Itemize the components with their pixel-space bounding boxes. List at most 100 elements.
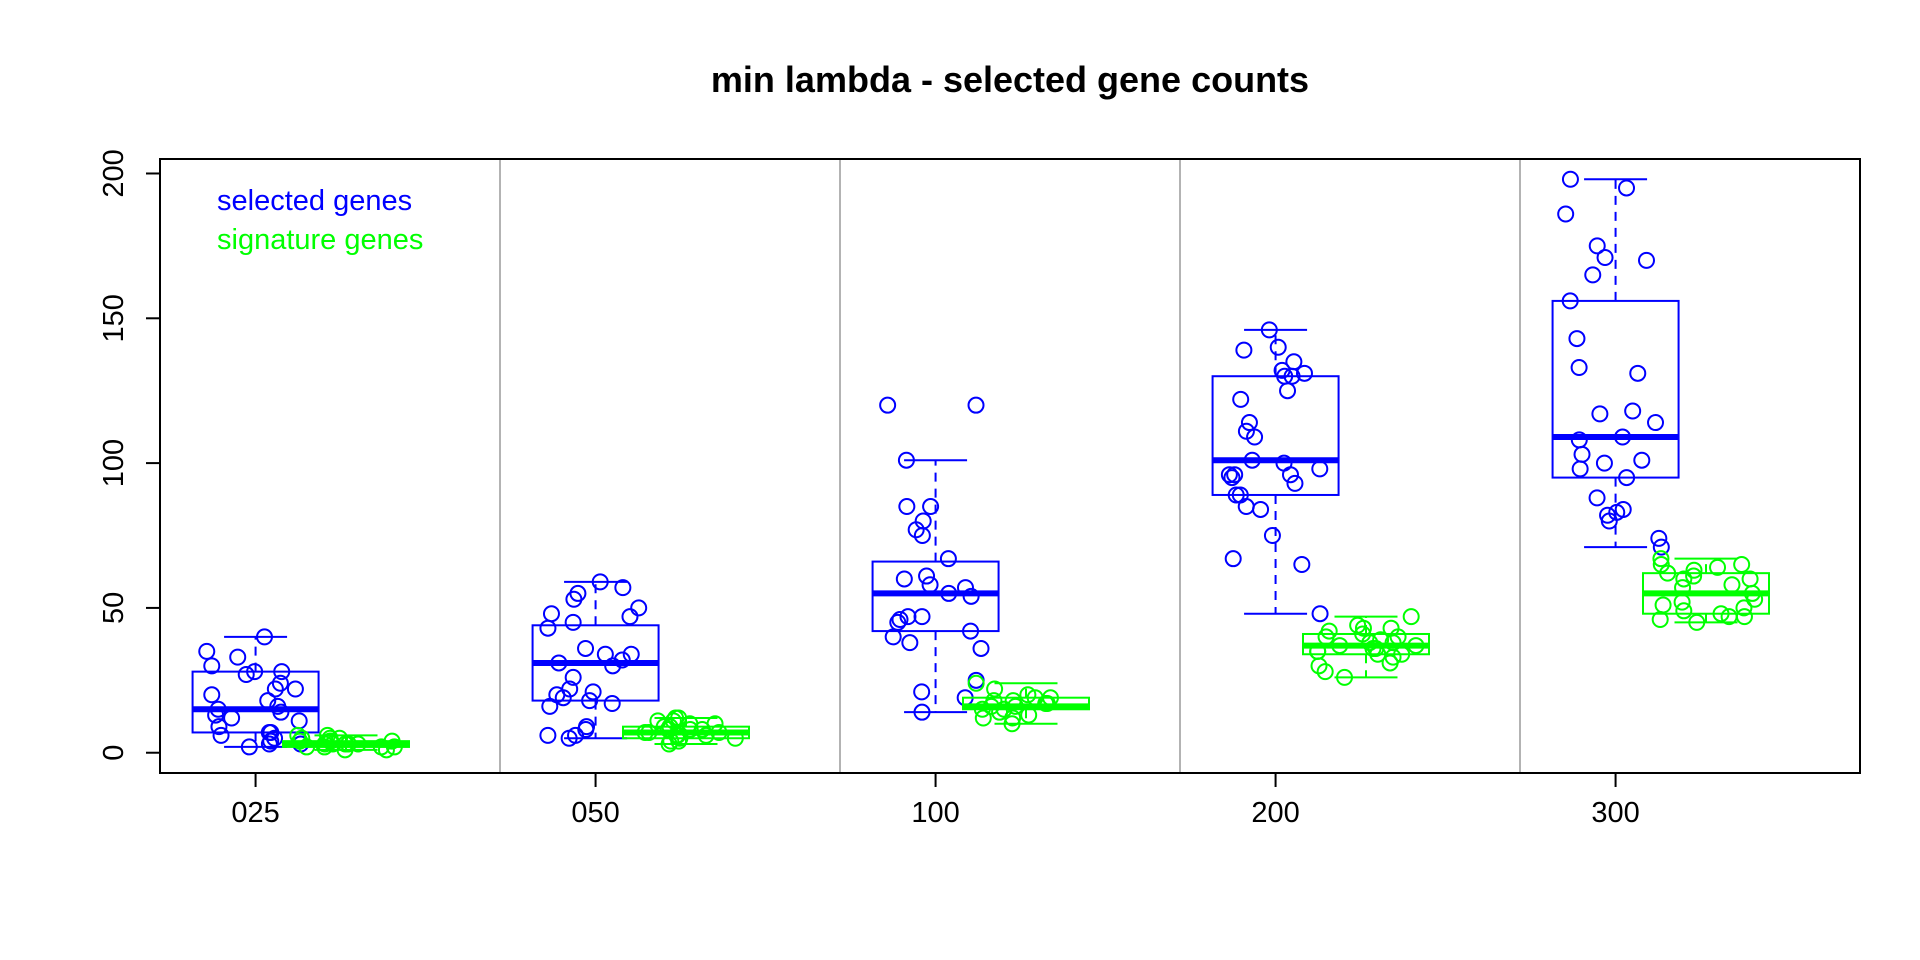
data-point (550, 654, 568, 672)
data-point (1231, 486, 1249, 504)
data-point (1588, 237, 1606, 255)
data-point (972, 639, 990, 657)
data-point (1570, 359, 1588, 377)
data-point (1741, 570, 1759, 588)
data-point (1393, 645, 1411, 663)
data-point (273, 663, 291, 681)
data-point (1226, 466, 1244, 484)
data-point (921, 576, 939, 594)
data-point (710, 723, 728, 741)
data-point (1227, 486, 1245, 504)
data-point (913, 683, 931, 701)
data-point (1349, 616, 1367, 634)
data-point (1614, 428, 1632, 446)
data-point (1224, 550, 1242, 568)
x-tick-label: 200 (1251, 797, 1299, 829)
data-point (271, 674, 289, 692)
data-point (667, 709, 685, 727)
data-point (1652, 538, 1670, 556)
data-point (1712, 605, 1730, 623)
data-point (578, 718, 596, 736)
data-point (259, 692, 277, 710)
data-point (1723, 576, 1741, 594)
data-point (1629, 364, 1647, 382)
data-point (223, 709, 241, 727)
data-point (266, 680, 284, 698)
data-point (1279, 382, 1297, 400)
data-point (939, 550, 957, 568)
data-point (1402, 608, 1420, 626)
data-point (1407, 637, 1425, 655)
data-point (1618, 179, 1636, 197)
data-point (1733, 555, 1751, 573)
data-point (1295, 364, 1313, 382)
data-point (1624, 402, 1642, 420)
data-point (1654, 596, 1672, 614)
data-point (290, 712, 308, 730)
data-point (1709, 558, 1727, 576)
data-point (913, 608, 931, 626)
data-point (962, 622, 980, 640)
data-point (318, 726, 336, 744)
x-tick-label: 025 (231, 797, 279, 829)
data-point (726, 729, 744, 747)
data-point (567, 726, 585, 744)
data-point (1652, 555, 1670, 573)
data-point (956, 579, 974, 597)
data-point (1243, 451, 1261, 469)
data-point (1019, 686, 1037, 704)
data-point (1336, 668, 1354, 686)
data-point (1273, 361, 1291, 379)
data-point (1026, 689, 1044, 707)
data-point (1003, 715, 1021, 733)
data-point (649, 712, 667, 730)
data-point (539, 619, 557, 637)
data-point (203, 657, 221, 675)
y-tick-label: 200 (98, 149, 130, 197)
data-point (596, 645, 614, 663)
data-point (198, 642, 216, 660)
data-point (1382, 619, 1400, 637)
y-tick-label: 100 (98, 439, 130, 487)
data-point (1561, 292, 1579, 310)
data-point (1633, 451, 1651, 469)
data-point (986, 680, 1004, 698)
data-point (995, 700, 1013, 718)
data-point (1571, 460, 1589, 478)
data-point (1591, 405, 1609, 423)
data-point (1650, 529, 1668, 547)
data-point (671, 729, 689, 747)
data-point (706, 715, 724, 733)
data-point (1599, 506, 1617, 524)
data-point (914, 512, 932, 530)
data-point (321, 729, 339, 747)
data-point (1293, 555, 1311, 573)
data-point (1675, 602, 1693, 620)
data-point (289, 726, 307, 744)
data-point (630, 599, 648, 617)
data-point (1223, 469, 1241, 487)
data-point (209, 700, 227, 718)
data-point (974, 709, 992, 727)
x-tick-label: 100 (911, 797, 959, 829)
data-point (1570, 431, 1588, 449)
data-point (203, 686, 221, 704)
data-point (1367, 639, 1385, 657)
data-point (895, 570, 913, 588)
data-point (1588, 489, 1606, 507)
data-point (1647, 414, 1665, 432)
data-point (967, 396, 985, 414)
data-point (1232, 390, 1250, 408)
data-point (1372, 631, 1390, 649)
data-point (577, 639, 595, 657)
data-point (1311, 460, 1329, 478)
data-point (237, 666, 255, 684)
data-point (913, 703, 931, 721)
data-point (1260, 321, 1278, 339)
data-point (1269, 338, 1287, 356)
data-point (1263, 527, 1281, 545)
data-point (1573, 445, 1591, 463)
data-point (1688, 613, 1706, 631)
data-point (1311, 605, 1329, 623)
